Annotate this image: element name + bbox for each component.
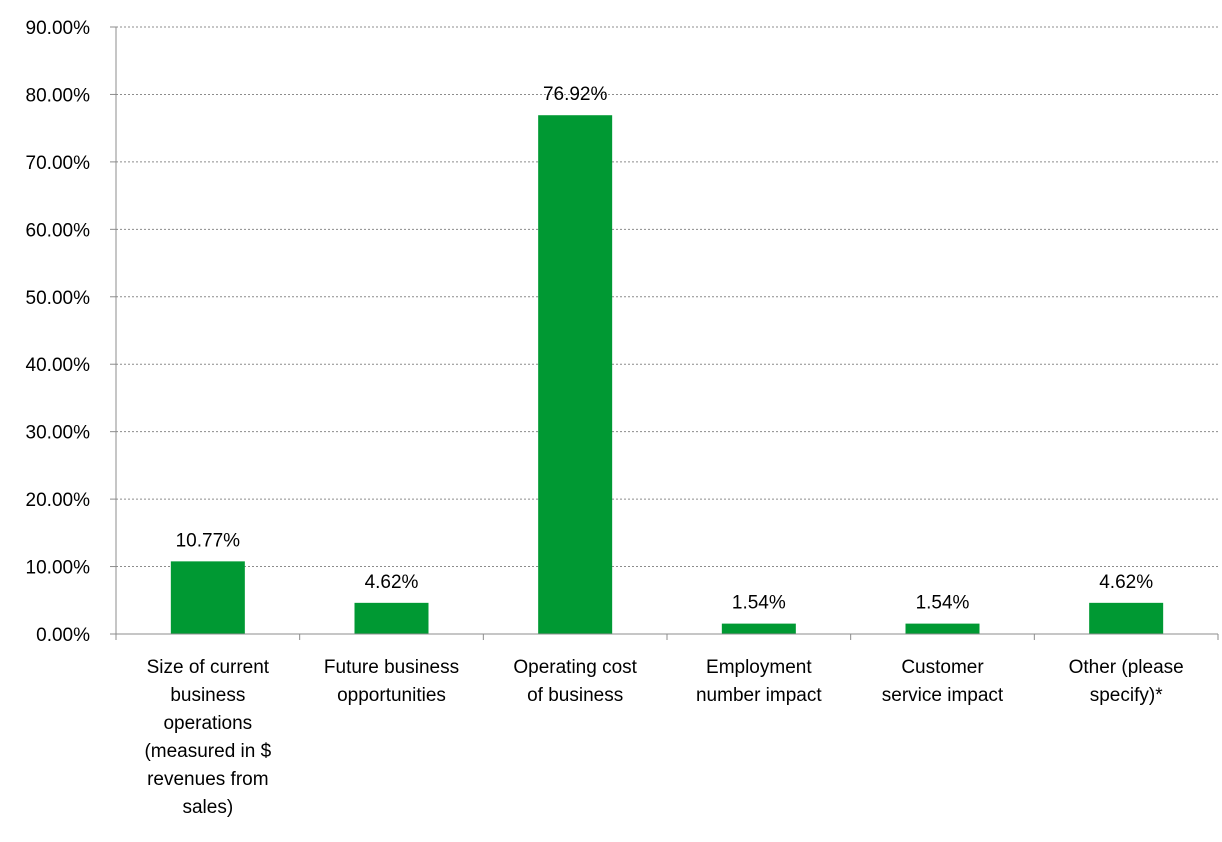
data-label: 4.62%: [1099, 572, 1153, 593]
y-tick-label: 90.00%: [26, 18, 91, 39]
data-labels: 10.77% 4.62% 76.92% 1.54% 1.54% 4.62%: [176, 84, 1154, 613]
category-label: Size of current business operations (measur…: [144, 657, 271, 818]
y-tick-label: 70.00%: [26, 153, 91, 174]
y-tick-label: 80.00%: [26, 85, 91, 106]
gridlines: [116, 26, 1218, 568]
category-labels: Size of current business operations (measur…: [144, 657, 1183, 818]
y-tick-label: 0.00%: [36, 625, 90, 646]
bar: [354, 602, 429, 634]
data-label: 76.92%: [543, 84, 608, 105]
category-label: Employment number impact: [696, 657, 822, 706]
bar: [721, 623, 796, 634]
bar: [1089, 602, 1164, 634]
y-tick-labels: 0.00% 10.00% 20.00% 30.00% 40.00% 50.00% 60.00…: [26, 18, 91, 646]
bar: [905, 623, 980, 634]
category-label: Other (please specify)*: [1069, 657, 1184, 706]
axes: [110, 26, 1219, 640]
category-label: Future business opportunities: [324, 657, 459, 706]
y-tick-label: 50.00%: [26, 288, 91, 309]
y-tick-label: 60.00%: [26, 220, 91, 241]
data-label: 10.77%: [176, 530, 241, 551]
data-label: 4.62%: [365, 572, 419, 593]
data-label: 1.54%: [916, 593, 970, 614]
bar: [538, 115, 613, 634]
data-label: 1.54%: [732, 593, 786, 614]
category-label: Customer service impact: [882, 657, 1004, 706]
bars: [170, 115, 1164, 634]
y-tick-label: 20.00%: [26, 490, 91, 511]
category-label: Operating cost of business: [513, 657, 637, 706]
y-tick-label: 40.00%: [26, 355, 91, 376]
y-tick-label: 10.00%: [26, 558, 91, 579]
bar: [170, 561, 245, 634]
y-tick-label: 30.00%: [26, 423, 91, 444]
